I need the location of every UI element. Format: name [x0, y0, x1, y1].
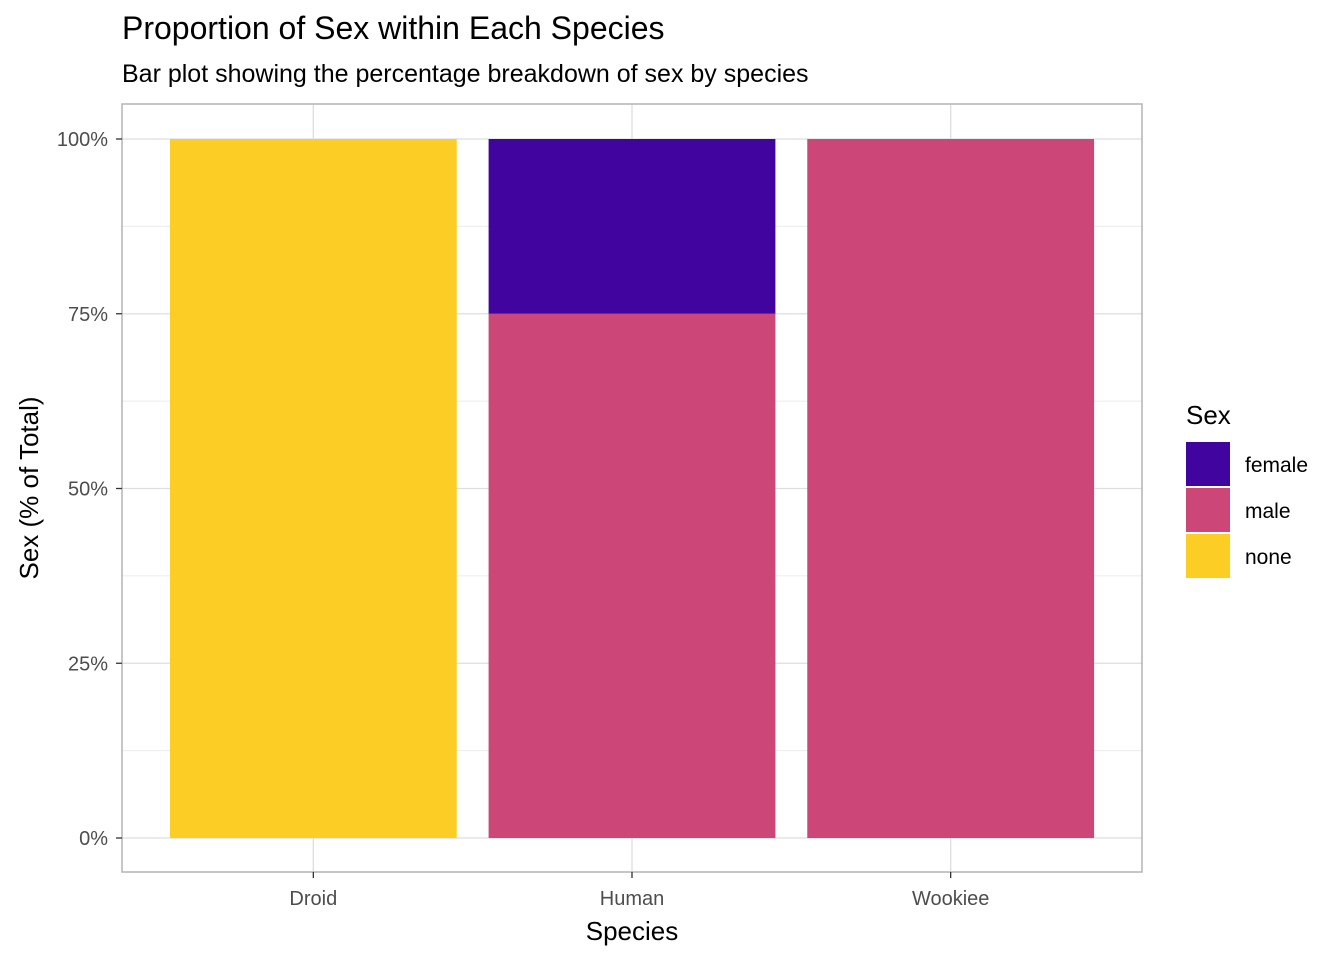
x-tick-label: Human [600, 888, 664, 910]
bars [169, 139, 1095, 838]
bar-droid-none [169, 139, 457, 838]
y-axis-ticks: 0% 25% 50% 75% 100% [57, 129, 122, 850]
y-tick-label: 0% [79, 828, 108, 850]
y-tick-label: 50% [68, 479, 108, 501]
y-tick-label: 75% [68, 304, 108, 326]
bar-human-female [488, 139, 776, 314]
legend-key-female [1186, 442, 1230, 486]
legend-label-male: male [1245, 500, 1291, 523]
legend: female male none [1186, 442, 1308, 578]
bar-wookiee-male [807, 139, 1095, 838]
chart-title: Proportion of Sex within Each Species [122, 10, 665, 46]
y-tick-label: 100% [57, 129, 108, 151]
x-tick-label: Droid [289, 888, 337, 910]
y-axis-title: Sex (% of Total) [14, 396, 44, 579]
legend-label-none: none [1245, 546, 1292, 569]
legend-key-none [1186, 534, 1230, 578]
bar-human-male [488, 313, 776, 838]
x-tick-label: Wookiee [912, 888, 989, 910]
legend-label-female: female [1245, 454, 1308, 477]
legend-title: Sex [1186, 400, 1231, 430]
chart-subtitle: Bar plot showing the percentage breakdow… [122, 60, 809, 88]
x-axis-ticks: Droid Human Wookiee [289, 872, 989, 910]
x-axis-title: Species [586, 916, 679, 946]
y-tick-label: 25% [68, 653, 108, 675]
legend-key-male [1186, 488, 1230, 532]
